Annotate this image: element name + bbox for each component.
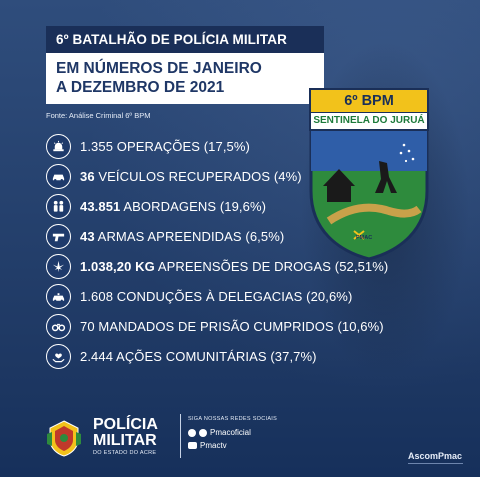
stat-percent: (10,6%) (337, 318, 384, 334)
social-link-instagram-facebook[interactable]: Pmacoficial (188, 428, 251, 437)
stat-percent: (17,5%) (203, 138, 250, 154)
stat-item-warrants: 70 MANDADOS DE PRISÃO CUMPRIDOS (10,6%) (46, 311, 388, 341)
battalion-shield-icon (309, 131, 429, 261)
stat-value: 43 (80, 228, 95, 244)
stat-value: 2.444 (80, 348, 114, 364)
gun-icon (46, 223, 71, 249)
stat-label: MANDADOS DE PRISÃO CUMPRIDOS (98, 318, 334, 334)
handcuffs-icon (46, 313, 71, 339)
title-block: 6º BATALHÃO DE POLÍCIA MILITAR EM NÚMERO… (46, 26, 324, 104)
footer-brand: POLÍCIA MILITAR (93, 417, 158, 449)
youtube-icon (188, 442, 197, 449)
stat-percent: (4%) (273, 168, 302, 184)
stat-value: 36 (80, 168, 95, 184)
footer-brand-line-2: MILITAR (93, 432, 157, 449)
stat-item-community: 2.444 AÇÕES COMUNITÁRIAS (37,7%) (46, 341, 388, 371)
stat-label: VEÍCULOS RECUPERADOS (98, 168, 271, 184)
stats-list: 1.355 OPERAÇÕES (17,5%) 36 VEÍCULOS RECU… (46, 131, 388, 371)
stat-item-vehicles: 36 VEÍCULOS RECUPERADOS (4%) (46, 161, 388, 191)
stat-label: APREENSÕES DE DROGAS (157, 258, 332, 274)
stat-item-weapons: 43 ARMAS APREENDIDAS (6,5%) (46, 221, 388, 251)
police-siren-icon (46, 133, 71, 159)
footer-brand-sub: DO ESTADO DO ACRE (93, 450, 157, 456)
footer-divider (180, 414, 181, 458)
stat-value: 1.038,20 KG (80, 258, 155, 274)
police-car-icon (46, 283, 71, 309)
social-title: SIGA NOSSAS REDES SOCIAIS (188, 416, 278, 422)
stat-percent: (6,5%) (245, 228, 285, 244)
agency-underline (408, 463, 463, 464)
cannabis-leaf-icon (46, 253, 71, 279)
car-icon (46, 163, 71, 189)
stat-label: AÇÕES COMUNITÁRIAS (116, 348, 267, 364)
footer-brand-line-1: POLÍCIA (93, 416, 158, 433)
badge-title: 6º BPM (309, 88, 429, 112)
stat-label: ABORDAGENS (123, 198, 217, 214)
stat-label: CONDUÇÕES À DELEGACIAS (116, 288, 303, 304)
title-box: EM NÚMEROS DE JANEIRO A DEZEMBRO DE 2021 (46, 53, 324, 104)
facebook-icon (199, 428, 207, 437)
title-top: 6º BATALHÃO DE POLÍCIA MILITAR (46, 26, 324, 53)
social-link-youtube[interactable]: Pmactv (188, 441, 227, 450)
officers-icon (46, 193, 71, 219)
stat-percent: (52,51%) (334, 258, 389, 274)
badge-subtitle: SENTINELA DO JURUÁ (309, 112, 429, 131)
footer: POLÍCIA MILITAR DO ESTADO DO ACRE SIGA N… (0, 400, 480, 477)
stat-percent: (19,6%) (219, 198, 267, 214)
source-note: Fonte: Análise Criminal 6º BPM (46, 111, 151, 120)
stat-item-operations: 1.355 OPERAÇÕES (17,5%) (46, 131, 388, 161)
battalion-badge: 6º BPM SENTINELA DO JURUÁ PMAC (309, 88, 429, 261)
agency-logo: AscomPmac (408, 451, 463, 461)
stat-label: ARMAS APREENDIDAS (97, 228, 242, 244)
stat-value: 1.608 (80, 288, 114, 304)
stat-item-drugs: 1.038,20 KG APREENSÕES DE DROGAS (52,51%… (46, 251, 388, 281)
stat-value: 1.355 (80, 138, 114, 154)
stat-item-conductions: 1.608 CONDUÇÕES À DELEGACIAS (20,6%) (46, 281, 388, 311)
social-handle-2: Pmactv (200, 441, 227, 450)
instagram-icon (188, 428, 196, 437)
stat-item-approaches: 43.851 ABORDAGENS (19,6%) (46, 191, 388, 221)
stat-value: 43.851 (80, 198, 121, 214)
title-line-2: A DEZEMBRO DE 2021 (56, 79, 225, 96)
stat-value: 70 (80, 318, 95, 334)
social-handle-1: Pmacoficial (210, 428, 251, 437)
stat-percent: (20,6%) (306, 288, 353, 304)
title-line-1: EM NÚMEROS DE JANEIRO (56, 60, 262, 77)
pmac-coat-of-arms-icon (47, 420, 81, 457)
badge-footer-label: PMAC (356, 235, 373, 241)
stat-percent: (37,7%) (270, 348, 317, 364)
community-heart-icon (46, 343, 71, 369)
stat-label: OPERAÇÕES (116, 138, 201, 154)
